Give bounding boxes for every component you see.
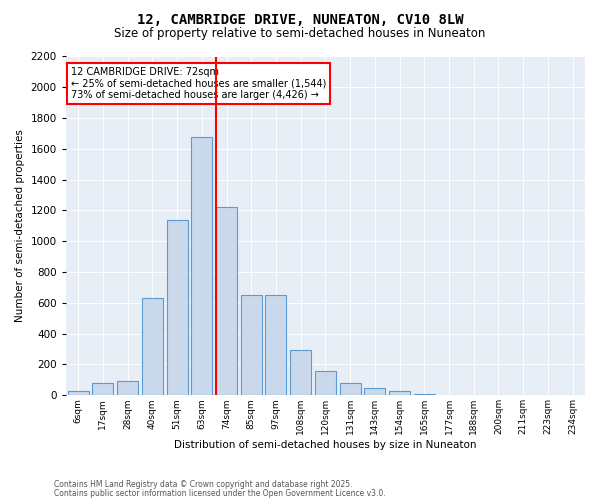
Bar: [265, 295, 286, 396]
Bar: [364, 388, 385, 396]
Bar: [142, 298, 163, 396]
Y-axis label: Number of semi-detached properties: Number of semi-detached properties: [15, 130, 25, 322]
Bar: [167, 220, 188, 396]
Bar: [389, 392, 410, 396]
X-axis label: Distribution of semi-detached houses by size in Nuneaton: Distribution of semi-detached houses by …: [174, 440, 476, 450]
Bar: [414, 394, 435, 396]
Bar: [315, 372, 336, 396]
Text: 12, CAMBRIDGE DRIVE, NUNEATON, CV10 8LW: 12, CAMBRIDGE DRIVE, NUNEATON, CV10 8LW: [137, 12, 463, 26]
Bar: [562, 394, 583, 396]
Text: 12 CAMBRIDGE DRIVE: 72sqm
← 25% of semi-detached houses are smaller (1,544)
73% : 12 CAMBRIDGE DRIVE: 72sqm ← 25% of semi-…: [71, 66, 326, 100]
Bar: [488, 394, 509, 396]
Bar: [538, 394, 559, 396]
Bar: [463, 394, 484, 396]
Bar: [340, 383, 361, 396]
Bar: [241, 295, 262, 396]
Bar: [216, 208, 237, 396]
Text: Size of property relative to semi-detached houses in Nuneaton: Size of property relative to semi-detach…: [115, 28, 485, 40]
Bar: [290, 350, 311, 396]
Text: Contains HM Land Registry data © Crown copyright and database right 2025.: Contains HM Land Registry data © Crown c…: [54, 480, 353, 489]
Bar: [68, 392, 89, 396]
Bar: [92, 383, 113, 396]
Text: Contains public sector information licensed under the Open Government Licence v3: Contains public sector information licen…: [54, 489, 386, 498]
Bar: [512, 394, 534, 396]
Bar: [439, 394, 460, 396]
Bar: [191, 136, 212, 396]
Bar: [117, 382, 138, 396]
